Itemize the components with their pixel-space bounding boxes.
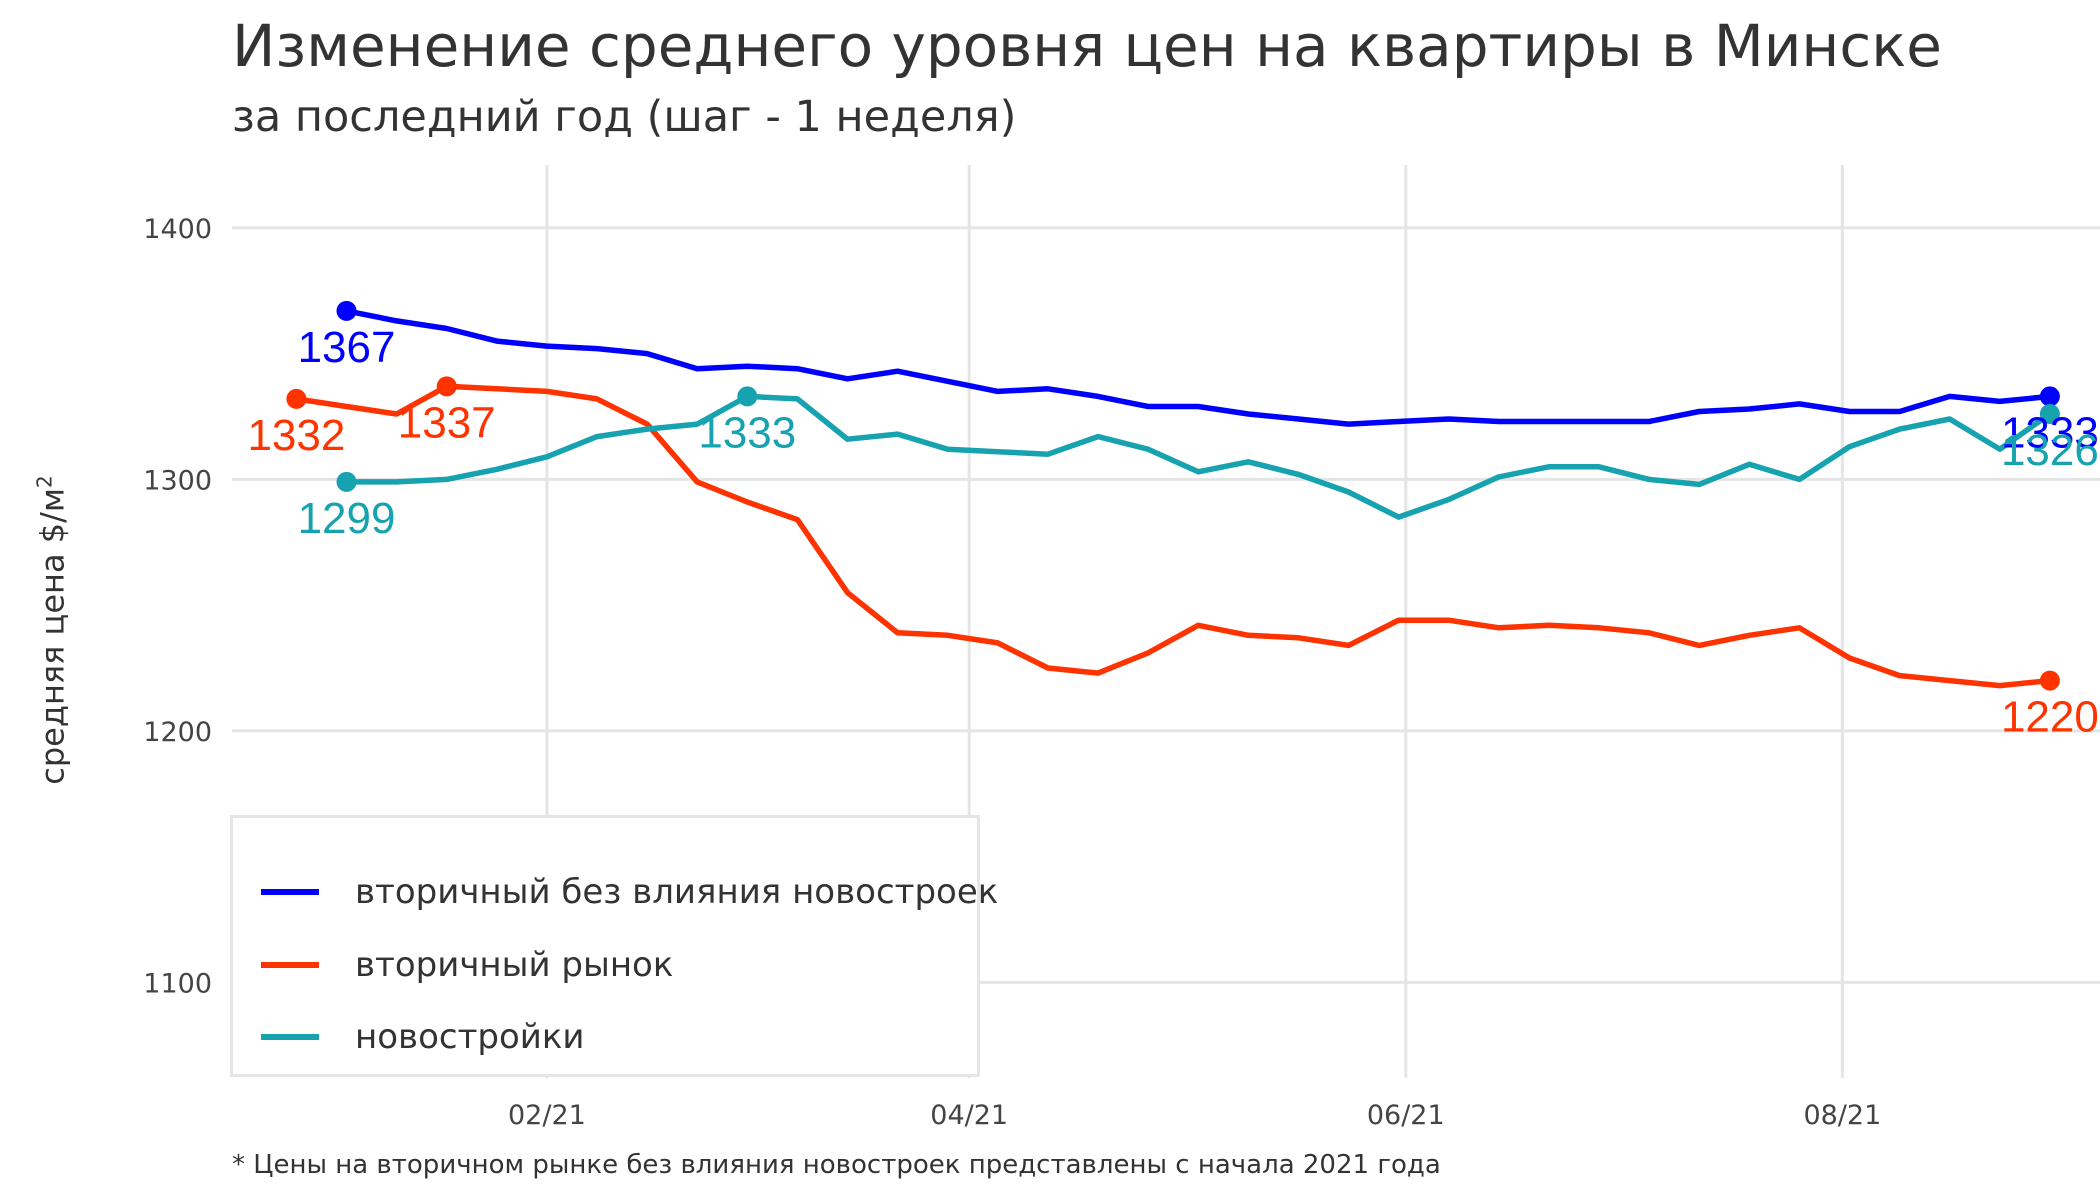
chart-subtitle: за последний год (шаг - 1 неделя)	[232, 92, 1017, 142]
legend-label-series-1: вторичный без влияния новостроек	[355, 872, 999, 912]
y-tick-label-1200: 1200	[143, 717, 212, 748]
series-2-point-1	[286, 388, 307, 409]
x-tick-label-1: 04/21	[930, 1100, 1008, 1131]
series-3-data-label-3: 1326	[2001, 426, 2099, 475]
chart-caption: * Цены на вторичном рынке без влияния но…	[232, 1150, 1441, 1180]
chart-title: Изменение среднего уровня цен на квартир…	[232, 12, 1942, 80]
legend-label-series-2: вторичный рынок	[355, 945, 674, 985]
series-3-data-label-2: 1333	[698, 408, 796, 457]
legend: вторичный без влияния новостроек вторичн…	[230, 815, 998, 1077]
series-2-point-3	[2039, 670, 2060, 691]
y-tick-label-1100: 1100	[143, 968, 212, 999]
series-line-3	[343, 393, 2053, 520]
series-3-data-label-1: 1299	[298, 494, 396, 543]
x-tick-label-0: 02/21	[508, 1100, 586, 1131]
series-1-data-label-1: 1367	[298, 323, 396, 372]
legend-key-series-2	[261, 962, 319, 968]
x-tick-label-3: 08/21	[1803, 1100, 1881, 1131]
legend-key-series-3	[261, 1034, 319, 1040]
series-2-data-label-3: 1220	[2001, 693, 2099, 742]
series-line-2	[293, 383, 2053, 689]
series-1-point-1	[336, 300, 357, 321]
series-2-data-label-2: 1337	[398, 398, 496, 447]
legend-label-series-3: новостройки	[355, 1017, 585, 1057]
series-2-data-label-1: 1332	[247, 411, 345, 460]
legend-item-series-3: новостройки	[261, 1017, 584, 1057]
x-tick-label-2: 06/21	[1367, 1100, 1445, 1131]
legend-item-series-2: вторичный рынок	[261, 945, 673, 985]
series-3-point-2	[737, 386, 758, 407]
series-1-point-2	[2039, 386, 2060, 407]
y-tick-label-1400: 1400	[143, 214, 212, 245]
series-3-point-3	[2039, 404, 2060, 424]
axis-ticks: 1100 1200 1300 1400 02/21 04/21 06/21 08/21	[143, 214, 1881, 1131]
legend-key-series-1	[261, 889, 319, 895]
series-3-point-1	[336, 471, 357, 492]
series-2-point-2	[436, 376, 457, 397]
series-lines	[286, 300, 2060, 691]
y-tick-label-1300: 1300	[143, 465, 212, 496]
series-1-data-label-2: 1333	[2001, 408, 2099, 457]
series-line-1	[343, 308, 2053, 427]
legend-item-series-1: вторичный без влияния новостроек	[261, 872, 998, 912]
